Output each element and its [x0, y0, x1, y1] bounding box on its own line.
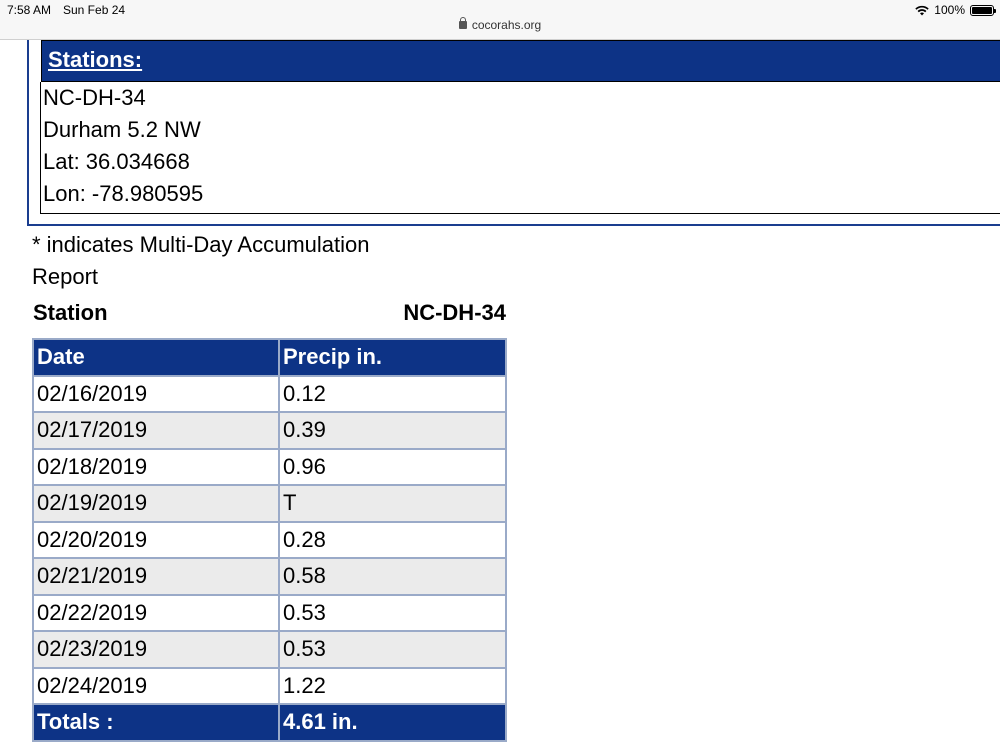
- date-cell: 02/23/2019: [32, 630, 280, 669]
- wifi-icon: [915, 5, 929, 15]
- precip-cell: 0.53: [278, 593, 507, 632]
- table-row: 02/22/2019 0.53: [32, 593, 507, 632]
- table-row: 02/21/2019 0.58: [32, 557, 507, 596]
- date-cell: 02/20/2019: [32, 520, 280, 559]
- total-value: 4.61 in.: [278, 703, 507, 742]
- status-time: 7:58 AM: [7, 3, 52, 17]
- date-cell: 02/22/2019: [32, 593, 280, 632]
- column-header-precip: Precip in.: [278, 338, 507, 377]
- date-cell: 02/17/2019: [32, 411, 280, 450]
- status-date: Sun Feb 24: [63, 3, 126, 17]
- url-text: cocorahs.org: [471, 18, 542, 32]
- station-lon: Lon: -78.980595: [43, 181, 204, 206]
- table-row: 02/18/2019 0.96: [32, 447, 507, 486]
- table-row: 02/23/2019 0.53: [32, 630, 507, 669]
- battery-icon: [970, 4, 996, 16]
- date-cell: 02/21/2019: [32, 557, 280, 596]
- precip-cell: 0.53: [278, 630, 507, 669]
- table-row: 02/16/2019 0.12: [32, 374, 507, 413]
- date-cell: 02/19/2019: [32, 484, 280, 523]
- multi-day-note: * indicates Multi-Day Accumulation Repor…: [32, 229, 369, 293]
- precip-table: Date Precip in. 02/16/2019 0.12 02/17/2019…: [32, 338, 507, 742]
- column-header-date: Date: [32, 338, 280, 377]
- station-id: NC-DH-34: [43, 85, 146, 110]
- station-value: NC-DH-34: [403, 300, 506, 325]
- table-row: 02/24/2019 1.22: [32, 666, 507, 705]
- status-right: 100%: [915, 3, 996, 17]
- table-header-row: Date Precip in.: [32, 338, 507, 377]
- precip-cell: 0.39: [278, 411, 507, 450]
- date-cell: 02/16/2019: [32, 374, 280, 413]
- url-bar[interactable]: cocorahs.org: [0, 17, 1000, 32]
- table-row: 02/20/2019 0.28: [32, 520, 507, 559]
- table-total-row: Totals : 4.61 in.: [32, 703, 507, 742]
- table-row: 02/17/2019 0.39: [32, 411, 507, 450]
- stations-header-label[interactable]: Stations:: [48, 47, 143, 72]
- precip-cell: 0.96: [278, 447, 507, 486]
- precip-cell: 0.28: [278, 520, 507, 559]
- station-info: NC-DH-34 Durham 5.2 NW Lat: 36.034668 Lo…: [40, 82, 1000, 214]
- battery-percent: 100%: [934, 3, 965, 17]
- lock-icon: [458, 17, 467, 29]
- stations-header: Stations:: [41, 40, 1000, 82]
- precip-cell: 1.22: [278, 666, 507, 705]
- table-body: 02/16/2019 0.12 02/17/2019 0.39 02/18/2019 0.…: [32, 374, 507, 705]
- station-lat: Lat: 36.034668: [43, 149, 190, 174]
- precip-cell: 0.58: [278, 557, 507, 596]
- precip-cell: T: [278, 484, 507, 523]
- station-label: Station: [33, 300, 108, 325]
- date-cell: 02/24/2019: [32, 666, 280, 705]
- note-line-1: * indicates Multi-Day Accumulation: [32, 232, 370, 257]
- total-label: Totals :: [32, 703, 280, 742]
- battery-fill: [972, 6, 992, 14]
- station-row: Station NC-DH-34: [33, 300, 506, 326]
- note-line-2: Report: [32, 264, 99, 289]
- station-name: Durham 5.2 NW: [43, 117, 201, 142]
- stations-panel: Stations: NC-DH-34 Durham 5.2 NW Lat: 36…: [27, 40, 1000, 226]
- date-cell: 02/18/2019: [32, 447, 280, 486]
- precip-cell: 0.12: [278, 374, 507, 413]
- status-bar: 7:58 AM Sun Feb 24 100% cocorahs.org: [0, 0, 1000, 40]
- table-row: 02/19/2019 T: [32, 484, 507, 523]
